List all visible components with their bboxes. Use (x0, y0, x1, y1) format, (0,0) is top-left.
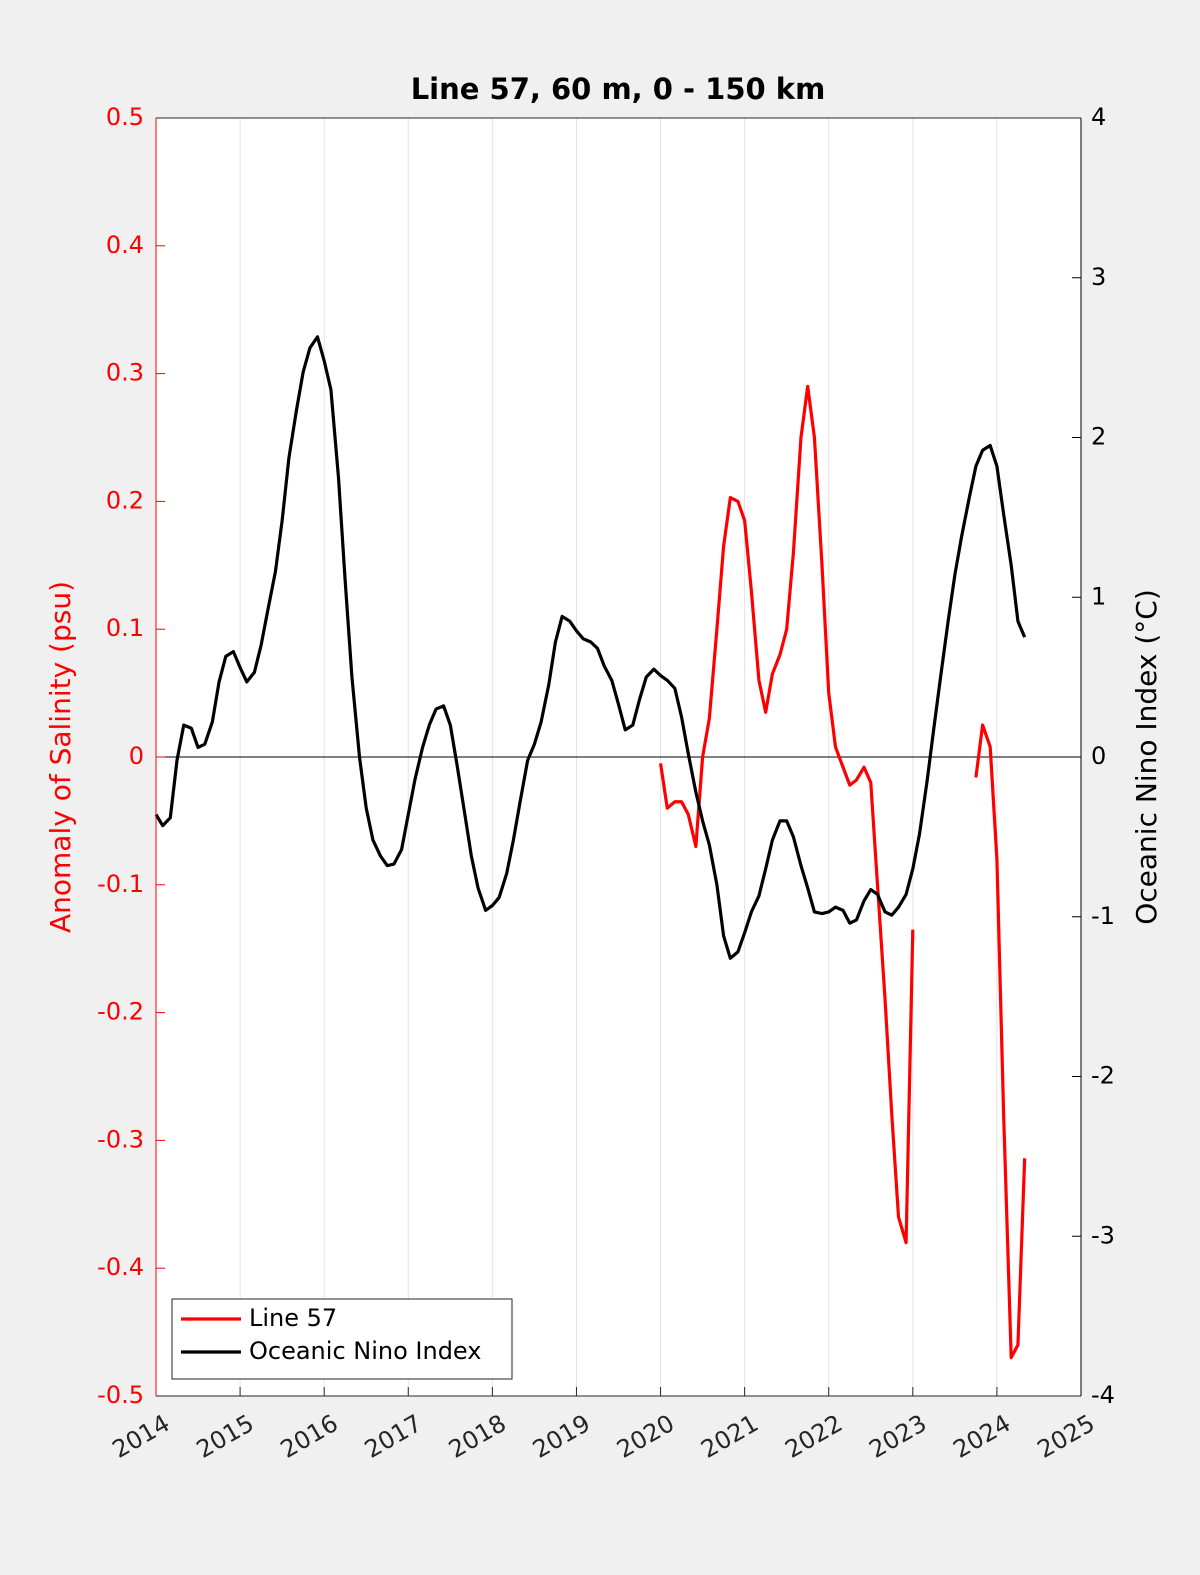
data-line (658, 384, 1027, 1360)
y2-tick-label: 4 (1091, 103, 1106, 131)
y2-axis-label: Oceanic Nino Index (°C) (1130, 589, 1163, 925)
y2-tick-label: 3 (1091, 263, 1106, 291)
legend-box (171, 1298, 513, 1380)
legend-label: Line 57 (249, 1304, 337, 1332)
y2-tick-label: -2 (1091, 1062, 1115, 1090)
legend-label: Oceanic Nino Index (249, 1337, 481, 1365)
plot-marks (154, 335, 1027, 1360)
y2-tick-label: -4 (1091, 1381, 1115, 1409)
y-tick-label: 0 (129, 742, 144, 770)
y2-tick-label: 0 (1091, 742, 1106, 770)
y-tick-label: 0.1 (106, 614, 144, 642)
y2-tick-label: 2 (1091, 423, 1106, 451)
y-tick-label: -0.1 (97, 870, 144, 898)
y-tick-label: -0.3 (97, 1125, 144, 1153)
y-tick-label: 0.2 (106, 486, 144, 514)
y2-tick-label: -1 (1091, 902, 1115, 930)
y-axis-label: Anomaly of Salinity (psu) (44, 581, 77, 933)
y-tick-label: -0.5 (97, 1381, 144, 1409)
y-tick-label: -0.2 (97, 998, 144, 1026)
chart-title: Line 57, 60 m, 0 - 150 km (411, 72, 826, 106)
y2-tick-label: -3 (1091, 1221, 1115, 1249)
y2-tick-label: 1 (1091, 582, 1106, 610)
y-tick-label: 0.4 (106, 231, 144, 259)
y-tick-label: -0.4 (97, 1253, 144, 1281)
data-line (154, 335, 1027, 960)
y-tick-label: 0.5 (106, 103, 144, 131)
legend: Line 57 Oceanic Nino Index (171, 1298, 513, 1380)
y-tick-label: 0.3 (106, 359, 144, 387)
